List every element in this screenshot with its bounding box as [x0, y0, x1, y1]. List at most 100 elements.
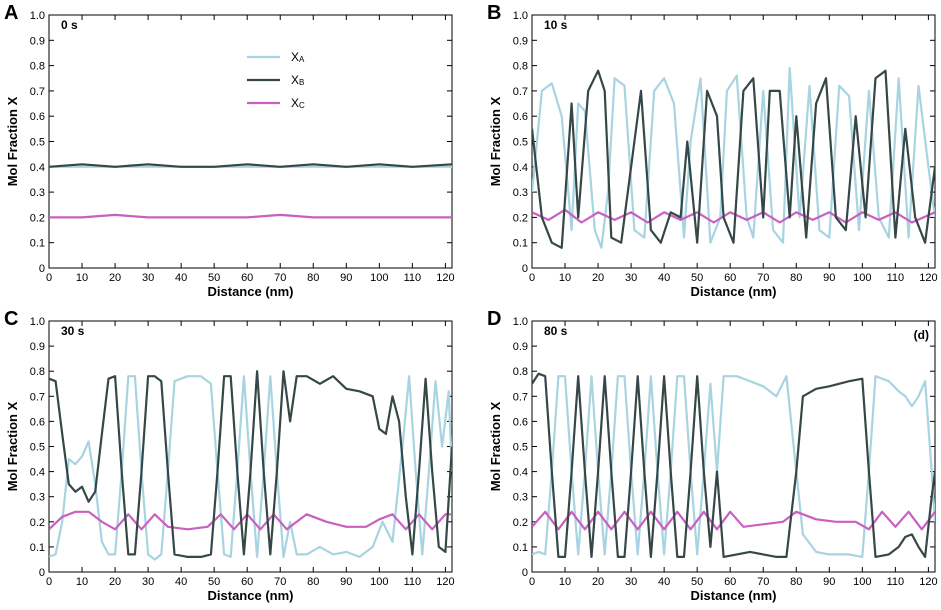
y-tick-label: 0 [522, 263, 528, 275]
panel-letter: C [4, 308, 18, 330]
y-axis-title: Mol Fraction X [488, 96, 503, 186]
x-tick-label: 110 [887, 576, 905, 588]
time-label: 0 s [61, 18, 78, 32]
x-tick-label: 0 [529, 576, 535, 588]
x-tick-label: 80 [307, 576, 319, 588]
y-tick-label: 0.9 [30, 35, 45, 47]
y-tick-label: 0.6 [513, 416, 528, 428]
x-axis-title: Distance (nm) [208, 284, 294, 299]
x-tick-label: 80 [790, 272, 802, 284]
series-line-XB [532, 69, 935, 249]
x-tick-label: 10 [76, 576, 88, 588]
chart-panel-D: D 0 0.1 0.2 0.3 0.4 0.5 0.6 0.7 0.8 0.9 1.0 0 10 20 30 4… [487, 308, 938, 603]
y-tick-label: 0.2 [30, 212, 45, 224]
x-tick-label: 120 [436, 576, 454, 588]
y-tick-label: 0.7 [30, 86, 45, 98]
y-tick-label: 0.3 [30, 187, 45, 199]
y-tick-label: 0.9 [513, 35, 528, 47]
x-tick-label: 30 [625, 272, 637, 284]
x-tick-label: 110 [404, 272, 422, 284]
x-tick-label: 50 [208, 576, 220, 588]
time-label: 30 s [61, 324, 85, 338]
x-tick-label: 20 [592, 272, 604, 284]
y-tick-label: 0.7 [513, 86, 528, 98]
x-tick-label: 50 [691, 272, 703, 284]
x-tick-label: 40 [658, 272, 670, 284]
series-line-XB [532, 372, 935, 558]
x-tick-label: 90 [823, 272, 835, 284]
plot-frame [48, 320, 453, 573]
x-tick-label: 80 [790, 576, 802, 588]
series-line-XC [49, 510, 452, 531]
y-tick-label: 0.4 [30, 467, 45, 479]
x-tick-label: 60 [241, 576, 253, 588]
y-tick-label: 0 [39, 567, 45, 579]
x-tick-label: 50 [208, 272, 220, 284]
y-tick-label: 1.0 [513, 316, 528, 328]
y-tick-label: 0.5 [30, 137, 45, 149]
y-tick-label: 0.2 [513, 212, 528, 224]
x-tick-label: 100 [853, 576, 871, 588]
panel-letter: D [487, 308, 501, 330]
time-label: 10 s [544, 18, 568, 32]
x-tick-label: 70 [757, 272, 769, 284]
y-tick-label: 0.3 [30, 492, 45, 504]
time-label: 80 s [544, 324, 568, 338]
legend-label-A: XA [291, 50, 305, 64]
y-tick-label: 1.0 [513, 10, 528, 22]
y-tick-label: 0 [39, 263, 45, 275]
x-tick-label: 100 [370, 272, 388, 284]
x-tick-label: 110 [887, 272, 905, 284]
y-tick-label: 0.3 [513, 492, 528, 504]
y-axis-title: Mol Fraction X [488, 401, 503, 491]
x-tick-label: 60 [241, 272, 253, 284]
x-tick-label: 0 [529, 272, 535, 284]
y-tick-label: 0 [522, 567, 528, 579]
x-tick-label: 100 [370, 576, 388, 588]
y-tick-label: 0.2 [513, 517, 528, 529]
x-tick-label: 0 [46, 576, 52, 588]
chart-panel-B: B 0 0.1 0.2 0.3 0.4 0.5 0.6 0.7 0.8 0.9 1.0 0 10 20 30 4… [487, 2, 938, 299]
x-tick-label: 30 [142, 272, 154, 284]
legend-label-C: XC [291, 96, 305, 110]
x-tick-label: 120 [919, 272, 937, 284]
y-tick-label: 0.5 [513, 442, 528, 454]
x-tick-label: 100 [853, 272, 871, 284]
x-tick-label: 120 [919, 576, 937, 588]
y-tick-label: 1.0 [30, 316, 45, 328]
x-tick-label: 0 [46, 272, 52, 284]
chart-panel-A: A 0 0.1 0.2 0.3 0.4 0.5 0.6 0.7 0.8 0.9 1.0 0 10 20 30 4… [4, 2, 455, 299]
x-tick-label: 30 [625, 576, 637, 588]
x-tick-label: 10 [76, 272, 88, 284]
y-tick-label: 0.7 [513, 391, 528, 403]
x-tick-label: 70 [274, 272, 286, 284]
y-tick-label: 0.9 [513, 341, 528, 353]
x-tick-label: 90 [340, 272, 352, 284]
series-line-XC [532, 510, 935, 531]
legend-label-B: XB [291, 73, 304, 87]
x-axis-title: Distance (nm) [208, 588, 294, 603]
x-tick-label: 40 [175, 272, 187, 284]
x-tick-label: 10 [559, 576, 571, 588]
panel-letter: B [487, 2, 501, 24]
y-tick-label: 0.1 [30, 542, 45, 554]
y-axis-title: Mol Fraction X [5, 96, 20, 186]
series-line-XA [532, 67, 935, 249]
y-tick-label: 0.6 [30, 111, 45, 123]
x-tick-label: 120 [436, 272, 454, 284]
x-axis-title: Distance (nm) [691, 284, 777, 299]
x-tick-label: 110 [404, 576, 422, 588]
y-tick-label: 0.2 [30, 517, 45, 529]
x-tick-label: 60 [724, 576, 736, 588]
y-tick-label: 0.4 [513, 467, 528, 479]
x-tick-label: 40 [658, 576, 670, 588]
x-tick-label: 30 [142, 576, 154, 588]
x-tick-label: 70 [757, 576, 769, 588]
corner-label: (d) [914, 328, 929, 342]
x-tick-label: 80 [307, 272, 319, 284]
y-tick-label: 0.1 [513, 542, 528, 554]
y-tick-label: 0.8 [30, 61, 45, 73]
y-tick-label: 0.6 [513, 111, 528, 123]
panel-letter: A [4, 2, 18, 24]
